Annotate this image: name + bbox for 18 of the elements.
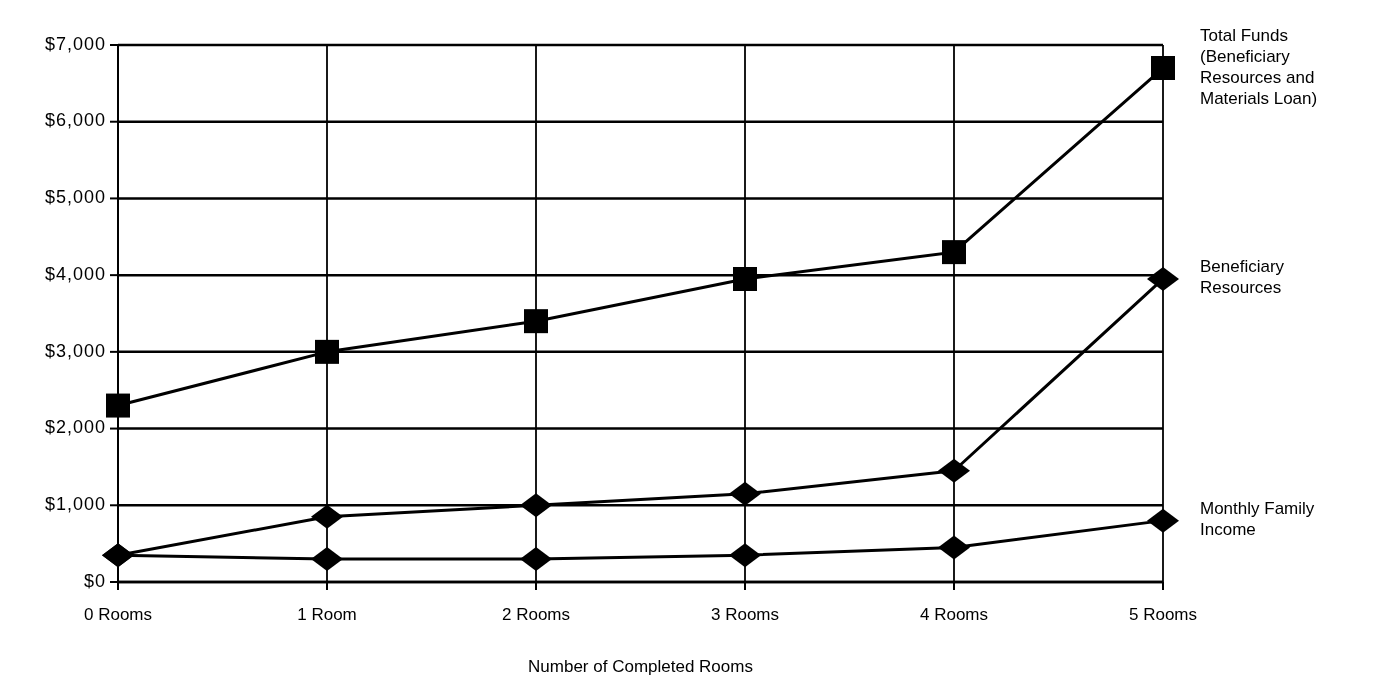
- y-tick-label: $2,000: [44, 417, 106, 438]
- series-label: Monthly Family Income: [1200, 499, 1315, 540]
- series-label: Total Funds (Beneficiary Resources and Materials Loan): [1200, 26, 1318, 108]
- x-tick-label: 4 Rooms: [919, 605, 989, 624]
- y-tick-label: $7,000: [44, 33, 106, 54]
- y-tick-label: $1,000: [44, 494, 106, 515]
- y-tick-label: $4,000: [44, 263, 106, 284]
- x-tick-label: 1 Room: [297, 605, 357, 624]
- y-tick-label: $5,000: [44, 187, 106, 208]
- x-tick-label: 2 Rooms: [501, 605, 571, 624]
- x-axis-title: Number of Completed Rooms: [528, 657, 753, 676]
- series-label: Beneficiary Resources: [1200, 257, 1285, 298]
- x-tick-label: 5 Rooms: [1128, 605, 1198, 624]
- y-tick-label: $6,000: [44, 110, 106, 131]
- x-tick-label: 0 Rooms: [83, 605, 153, 624]
- x-tick-label: 3 Rooms: [710, 605, 780, 624]
- y-tick-label: $3,000: [44, 340, 106, 361]
- y-tick-label: $0: [83, 570, 106, 591]
